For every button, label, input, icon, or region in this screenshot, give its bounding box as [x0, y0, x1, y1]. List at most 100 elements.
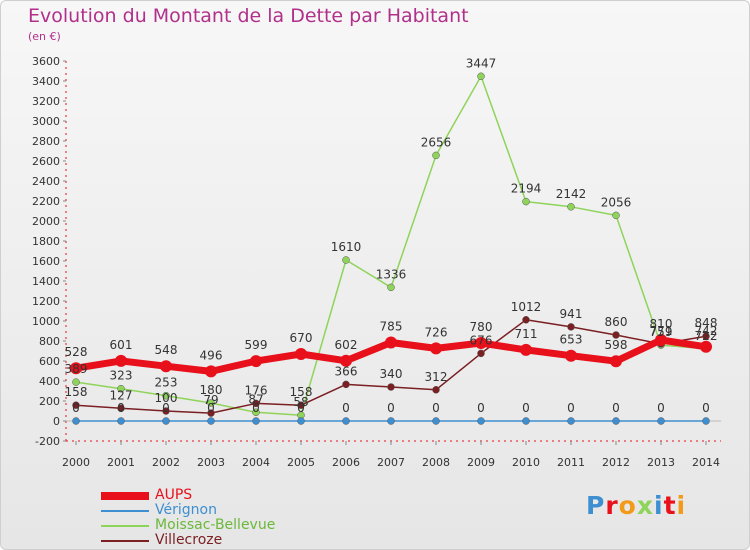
data-point-Moissac-Bellevue [342, 256, 350, 264]
data-point-AUPS [655, 334, 667, 346]
data-label-AUPS: 785 [380, 320, 403, 334]
data-point-Vérignon [477, 417, 485, 425]
y-tick-label: 0 [53, 415, 60, 428]
data-label-AUPS: 670 [290, 331, 313, 345]
x-tick-label: 2014 [692, 456, 720, 469]
x-tick-label: 2007 [377, 456, 405, 469]
data-label-Vérignon: 0 [252, 401, 260, 415]
y-tick-label: 3600 [32, 55, 60, 68]
data-point-Vérignon [162, 417, 170, 425]
data-label-AUPS: 602 [335, 338, 358, 352]
data-point-Vérignon [567, 417, 575, 425]
y-tick-label: 1000 [32, 315, 60, 328]
data-label-Villecroze: 158 [290, 385, 313, 399]
data-point-Villecroze [387, 383, 395, 391]
data-label-Moissac-Bellevue: 389 [65, 362, 88, 376]
data-label-Moissac-Bellevue: 180 [200, 383, 223, 397]
y-tick-label: 3400 [32, 75, 60, 88]
data-label-AUPS: 528 [65, 345, 88, 359]
data-label-Vérignon: 0 [342, 401, 350, 415]
data-point-Moissac-Bellevue [612, 211, 620, 220]
data-label-Vérignon: 0 [612, 401, 620, 415]
data-label-Moissac-Bellevue: 58 [293, 395, 308, 409]
data-point-AUPS [700, 340, 712, 353]
data-point-Villecroze [297, 401, 305, 409]
x-tick-label: 2000 [62, 456, 90, 469]
data-label-Moissac-Bellevue: 722 [695, 329, 718, 343]
data-point-AUPS [70, 362, 82, 375]
data-label-Villecroze: 176 [245, 383, 268, 397]
data-point-Moissac-Bellevue [117, 384, 125, 393]
x-tick-label: 2002 [152, 456, 180, 469]
data-point-Vérignon [432, 417, 440, 425]
data-point-Villecroze [342, 380, 350, 389]
data-label-AUPS: 601 [110, 338, 133, 352]
data-label-Vérignon: 0 [117, 401, 125, 415]
data-label-Villecroze: 848 [695, 316, 718, 330]
legend-label: Villecroze [155, 532, 223, 548]
data-label-Villecroze: 158 [65, 385, 88, 399]
y-tick-label: 2400 [32, 175, 60, 188]
x-tick-label: 2004 [242, 456, 270, 469]
data-point-Moissac-Bellevue [72, 378, 80, 386]
data-label-Moissac-Bellevue: 253 [155, 376, 178, 390]
legend-item: Villecroze [101, 533, 275, 548]
data-label-Villecroze: 366 [335, 364, 358, 378]
legend-item: Vérignon [101, 503, 275, 518]
data-point-AUPS [160, 360, 172, 373]
legend-swatch [101, 524, 149, 527]
data-point-Villecroze [612, 331, 620, 339]
y-tick-label: 2200 [32, 195, 60, 208]
data-point-AUPS [520, 343, 532, 356]
data-label-Vérignon: 0 [72, 401, 80, 415]
x-tick-label: 2005 [287, 456, 315, 469]
data-point-Villecroze [72, 401, 80, 409]
data-point-Villecroze [432, 386, 440, 394]
data-label-AUPS: 742 [695, 324, 718, 338]
data-point-Vérignon [72, 417, 80, 425]
data-point-Villecroze [207, 409, 215, 417]
chart-legend: AUPS Vérignon Moissac-Bellevue Villecroze [101, 488, 275, 548]
data-label-AUPS: 711 [515, 327, 538, 341]
data-point-AUPS [340, 354, 352, 367]
proxiti-logo: Proxiti [586, 491, 687, 520]
y-tick-label: 200 [39, 395, 60, 408]
data-point-Villecroze [567, 323, 575, 331]
data-label-Moissac-Bellevue: 87 [248, 392, 263, 406]
data-label-Moissac-Bellevue: 2194 [511, 182, 542, 196]
data-point-Vérignon [612, 417, 620, 425]
legend-item: Moissac-Bellevue [101, 518, 275, 533]
data-point-Moissac-Bellevue [207, 399, 215, 407]
data-point-Villecroze [477, 349, 485, 358]
x-tick-label: 2013 [647, 456, 675, 469]
y-tick-label: 2800 [32, 135, 60, 148]
data-label-Villecroze: 771 [650, 324, 673, 338]
data-label-Villecroze: 941 [560, 307, 583, 321]
data-label-Vérignon: 0 [522, 401, 530, 415]
data-point-Villecroze [117, 404, 125, 413]
data-point-Moissac-Bellevue [252, 408, 260, 417]
data-label-AUPS: 810 [650, 317, 673, 331]
data-point-Villecroze [522, 316, 530, 324]
data-label-AUPS: 599 [245, 338, 268, 352]
data-point-AUPS [385, 336, 397, 349]
y-tick-label: 2600 [32, 155, 60, 168]
data-label-Villecroze: 1012 [511, 300, 542, 314]
data-point-Vérignon [522, 417, 530, 425]
data-point-AUPS [430, 342, 442, 355]
data-label-Moissac-Bellevue: 2056 [601, 195, 632, 209]
data-point-Moissac-Bellevue [162, 391, 170, 400]
data-label-Vérignon: 0 [567, 401, 575, 415]
legend-label: Vérignon [155, 502, 217, 518]
data-point-Moissac-Bellevue [567, 203, 575, 211]
y-tick-label: 1400 [32, 275, 60, 288]
y-tick-label: 800 [39, 335, 60, 348]
data-point-AUPS [475, 337, 487, 349]
data-point-Moissac-Bellevue [522, 197, 530, 206]
x-tick-label: 2009 [467, 456, 495, 469]
x-tick-label: 2010 [512, 456, 540, 469]
y-tick-label: 2000 [32, 215, 60, 228]
data-point-Vérignon [657, 417, 665, 425]
